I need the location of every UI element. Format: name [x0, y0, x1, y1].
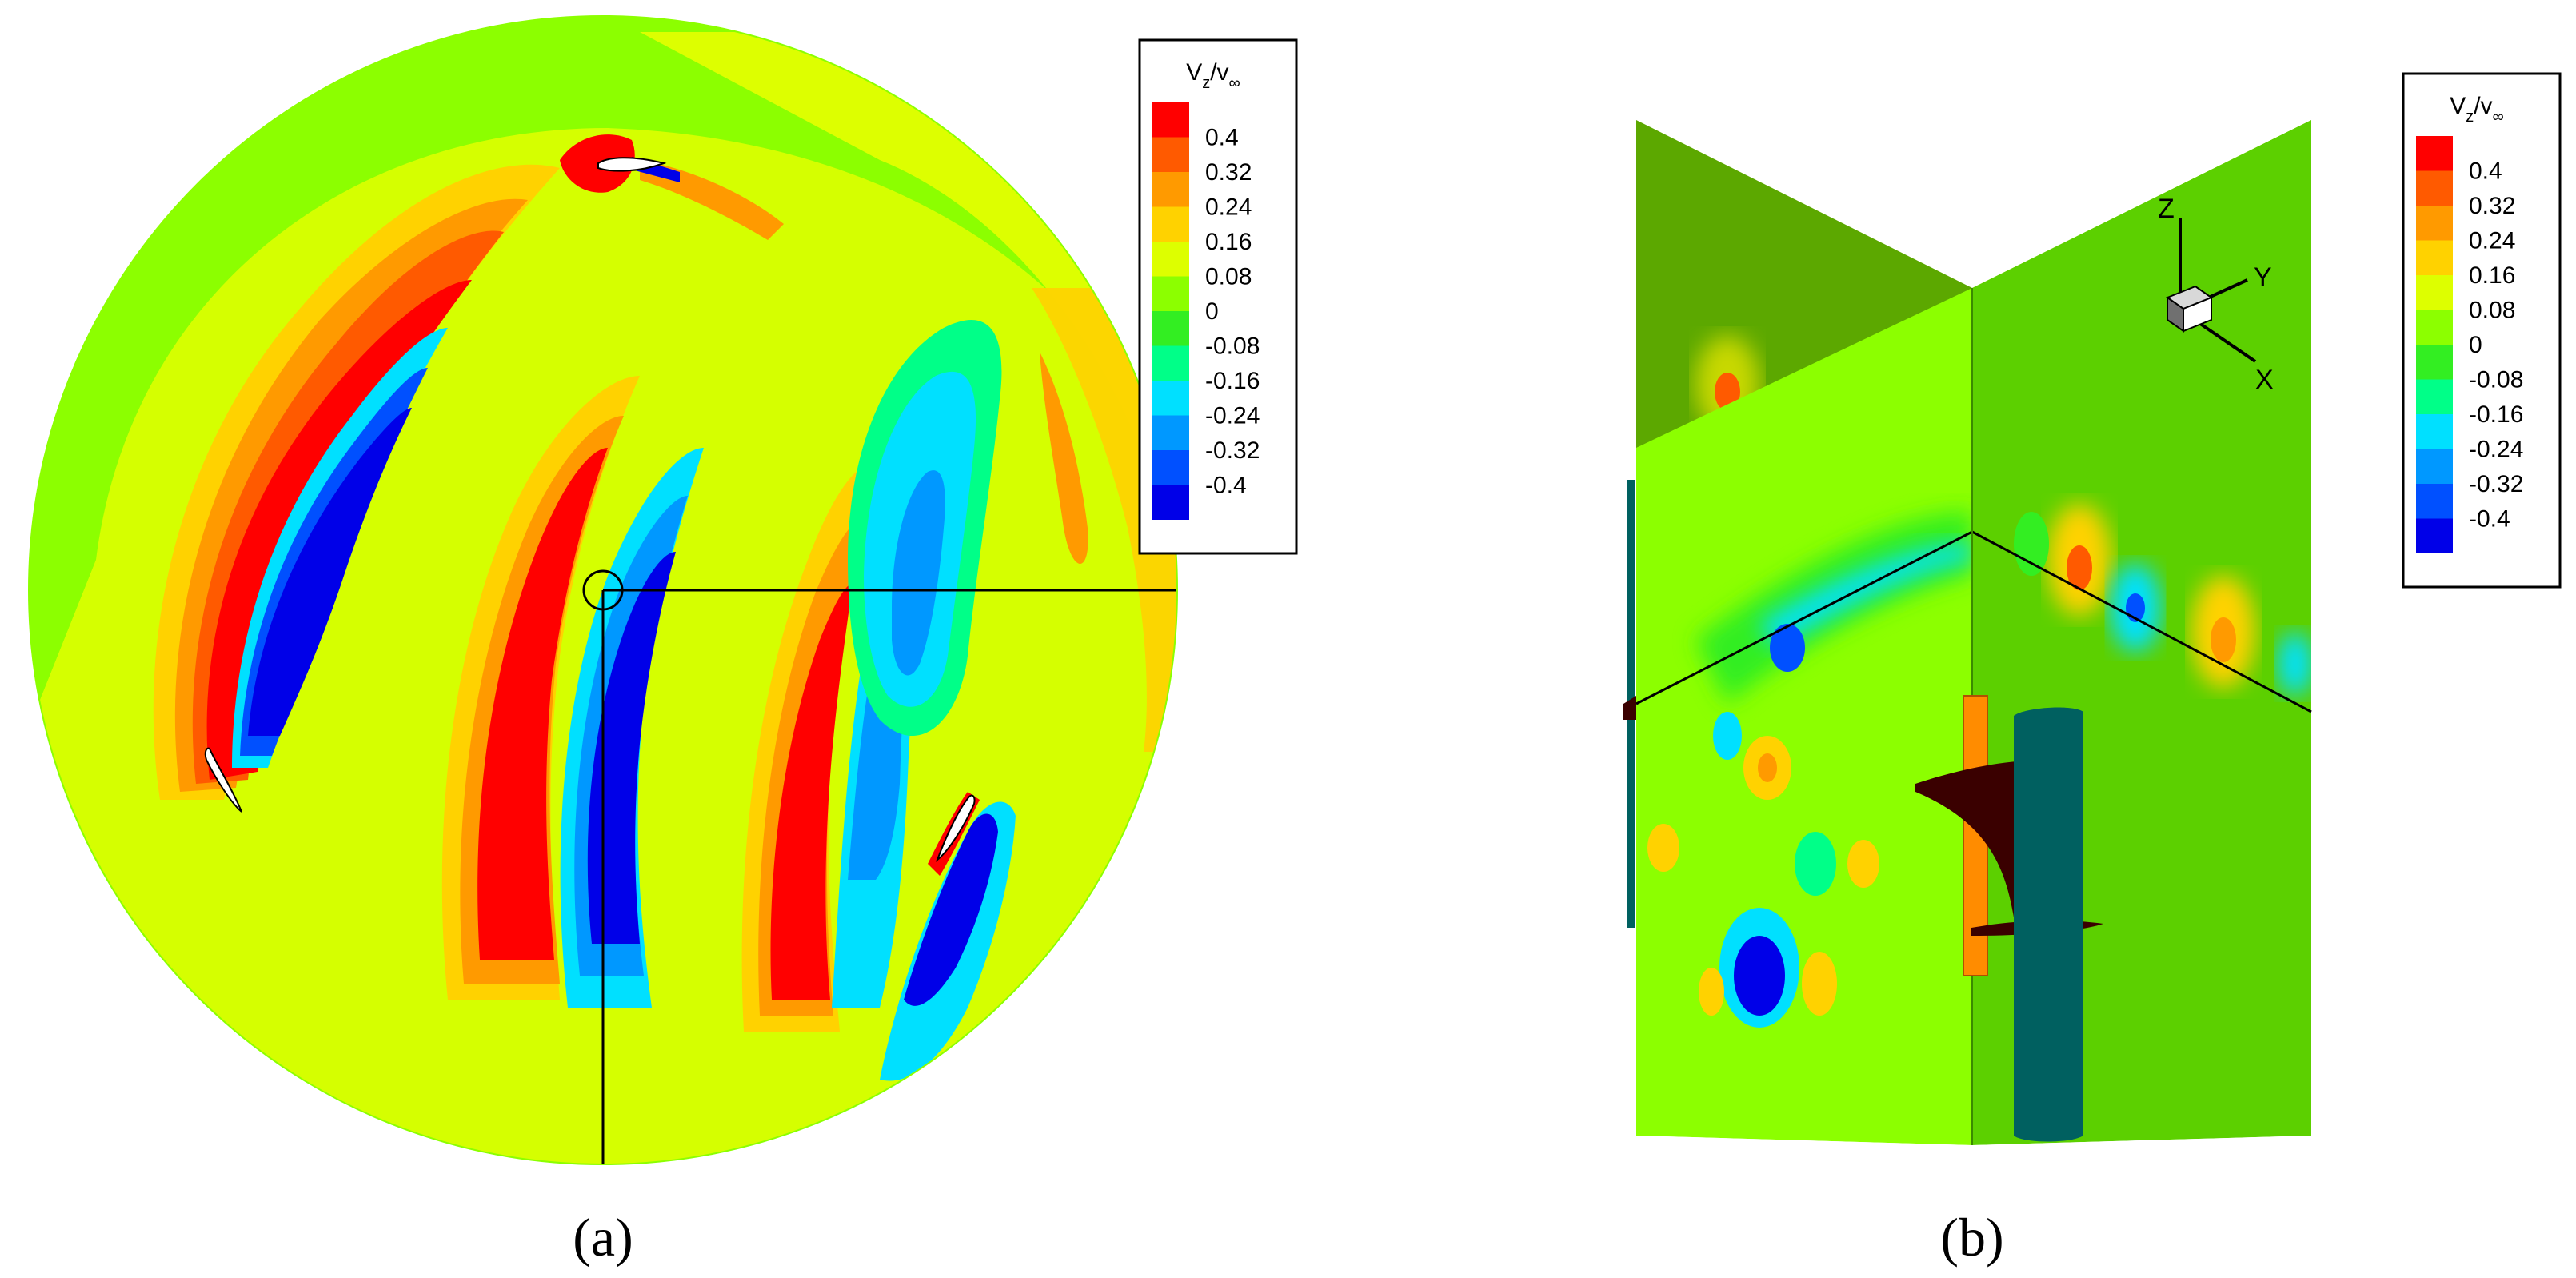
legend-b-tick-label: 0.16	[2469, 262, 2515, 289]
legend-a-swatch	[1152, 137, 1189, 172]
panel-label-a: (a)	[573, 1207, 633, 1268]
legend-b-swatch	[2416, 206, 2453, 241]
legend-b-tick-label: 0.32	[2469, 193, 2515, 219]
panel-b-contour: Z Y X	[1623, 120, 2312, 1145]
legend-b-tick-label: -0.24	[2469, 437, 2523, 463]
legend-b-tick-label: -0.08	[2469, 367, 2523, 393]
legend-a-swatch	[1152, 206, 1189, 242]
legend-b-tick-label: 0.24	[2469, 228, 2515, 254]
legend-a: Vz/v∞ 0.4 0.32 0.24 0.16 0.08 0 -0.08 -0.16 -0.24…	[1138, 38, 1298, 555]
legend-b-tick-label: 0.08	[2469, 298, 2515, 324]
legend-a-swatch	[1152, 311, 1189, 346]
blade-right	[935, 794, 976, 862]
legend-b-swatch	[2416, 414, 2453, 449]
legend-a-tick-label: -0.32	[1205, 437, 1260, 464]
legend-a-tick-label: 0	[1205, 298, 1219, 325]
blade-left	[204, 747, 242, 813]
legend-b-tick-label: 0	[2469, 332, 2482, 358]
legend-a-tick-label: -0.24	[1205, 403, 1260, 429]
legend-a-swatch	[1152, 450, 1189, 485]
legend-b-tick-label: -0.4	[2469, 506, 2510, 533]
legend-a-title: Vz/v∞	[1186, 59, 1240, 92]
legend-b-tick-label: -0.32	[2469, 471, 2523, 497]
legend-a-swatch	[1152, 102, 1189, 138]
legend-a-swatch	[1152, 415, 1189, 450]
legend-a-tick-label: 0.4	[1205, 125, 1239, 151]
legend-a-tick-label: 0.24	[1205, 194, 1252, 221]
legend-b-swatch	[2416, 136, 2453, 171]
legend-a-swatch	[1152, 485, 1189, 520]
legend-a-tick-label: -0.08	[1205, 333, 1260, 360]
legend-a-swatch	[1152, 276, 1189, 311]
triad-x-label: X	[2255, 365, 2274, 395]
legend-b-tick-label: -0.16	[2469, 401, 2523, 428]
panel-label-b: (b)	[1940, 1207, 2003, 1268]
legend-b: Vz/v∞ 0.4 0.32 0.24 0.16 0.08 0 -0.08 -0.16 -0.24…	[2402, 72, 2562, 589]
legend-b-swatch	[2416, 345, 2453, 380]
legend-a-tick-label: 0.16	[1205, 229, 1252, 255]
legend-a-swatch	[1152, 345, 1189, 381]
triad-z-label: Z	[2158, 194, 2175, 224]
legend-b-swatch	[2416, 275, 2453, 310]
blade-top	[597, 157, 667, 172]
legend-b-swatch	[2416, 379, 2453, 414]
legend-b-swatch	[2416, 240, 2453, 275]
legend-b-tick-label: 0.4	[2469, 158, 2502, 185]
legend-a-tick-label: 0.32	[1205, 159, 1252, 186]
legend-b-swatch	[2416, 170, 2453, 206]
legend-a-swatch	[1152, 242, 1189, 277]
panel-a-contour	[28, 15, 1178, 1165]
legend-b-swatch	[2416, 484, 2453, 519]
legend-a-swatch	[1152, 381, 1189, 416]
legend-b-swatch	[2416, 449, 2453, 484]
legend-b-swatch	[2416, 310, 2453, 345]
triad-y-label: Y	[2254, 262, 2272, 293]
legend-a-tick-label: -0.16	[1205, 368, 1260, 394]
legend-a-swatch	[1152, 172, 1189, 207]
hub-circle	[582, 569, 624, 611]
axis-triad: Z Y X	[2158, 194, 2274, 395]
legend-b-title: Vz/v∞	[2450, 93, 2504, 126]
legend-a-tick-label: -0.4	[1205, 473, 1247, 499]
legend-a-tick-label: 0.08	[1205, 264, 1252, 290]
legend-b-swatch	[2416, 518, 2453, 553]
tower	[2014, 707, 2083, 1142]
